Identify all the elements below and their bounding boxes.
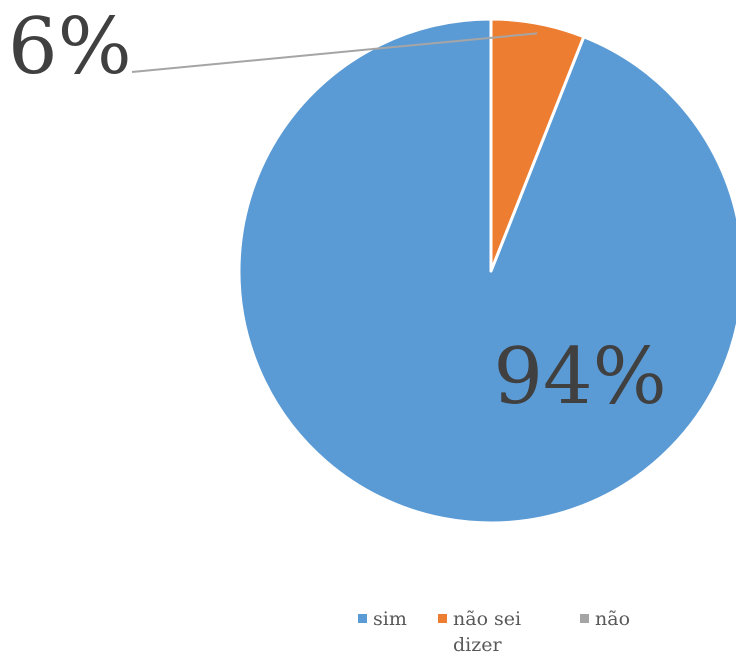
legend-label-sim: sim: [373, 608, 407, 630]
legend-item-nao-sei-dizer: não sei dizer: [438, 606, 521, 658]
legend-label-nao-sei-dizer-line1: não sei: [453, 608, 522, 630]
legend-item-sim: sim: [358, 606, 407, 632]
legend-swatch-sim: [358, 614, 367, 623]
legend-swatch-nao: [580, 614, 589, 623]
data-label-sim: 94%: [493, 332, 666, 422]
data-label-nao-sei-dizer: 6%: [8, 2, 132, 92]
data-label-leader-line: [131, 32, 538, 73]
legend-label-nao: não: [595, 608, 631, 630]
pie-slice-nao-sei-dizer: [489, 17, 586, 273]
legend-item-nao: não: [580, 606, 630, 632]
legend-label-nao-sei-dizer: não sei dizer: [453, 606, 521, 658]
pie-slices: [237, 17, 736, 525]
legend-swatch-nao-sei-dizer: [438, 614, 447, 623]
chart-legend: sim não sei dizer não: [358, 606, 658, 656]
legend-label-nao-sei-dizer-line2: dizer: [453, 634, 502, 656]
pie-slice-sim: [237, 17, 736, 525]
